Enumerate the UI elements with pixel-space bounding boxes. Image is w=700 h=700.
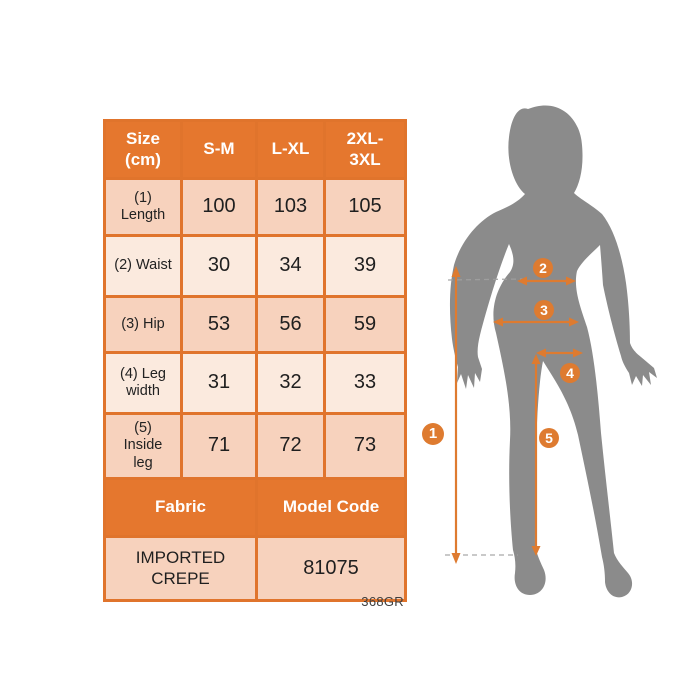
waist-s-m: 30	[180, 234, 258, 298]
length-2xl-3xl: 105	[323, 177, 407, 237]
row-leg-width-label: (4) Leg width	[103, 351, 183, 415]
row-hip-label: (3) Hip	[103, 295, 183, 354]
row-waist-label: (2) Waist	[103, 234, 183, 298]
fabric-header: Fabric	[103, 477, 258, 538]
inside-leg-2xl-3xl: 73	[323, 412, 407, 480]
fabric-value: IMPORTED CREPE	[103, 535, 258, 602]
hip-s-m: 53	[180, 295, 258, 354]
measure-arrow-5-inside-leg	[531, 354, 541, 556]
measure-arrow-4-leg-width	[536, 348, 583, 358]
col-header-size-cm: Size (cm)	[103, 119, 183, 180]
measure-badge-4: 4	[560, 363, 580, 383]
measure-badge-2: 2	[533, 258, 553, 278]
inside-leg-s-m: 71	[180, 412, 258, 480]
inside-leg-l-xl: 72	[255, 412, 326, 480]
waist-l-xl: 34	[255, 234, 326, 298]
row-hip: (3) Hip 53 56 59	[103, 295, 407, 354]
leg-width-2xl-3xl: 33	[323, 351, 407, 415]
row-waist: (2) Waist 30 34 39	[103, 234, 407, 298]
body-measurement-figure	[445, 105, 657, 598]
leg-width-s-m: 31	[180, 351, 258, 415]
col-header-s-m: S-M	[180, 119, 258, 180]
waist-guide-dashed-line	[447, 278, 524, 281]
size-chart-table: Size (cm) S-M L-XL 2XL- 3XL (1) Length 1…	[103, 119, 407, 602]
waist-2xl-3xl: 39	[323, 234, 407, 298]
measure-badge-3: 3	[534, 300, 554, 320]
leg-width-l-xl: 32	[255, 351, 326, 415]
model-code-value: 81075	[255, 535, 407, 602]
product-code-note: 368GR	[361, 594, 404, 609]
measure-arrow-1-length	[451, 266, 461, 564]
hip-2xl-3xl: 59	[323, 295, 407, 354]
model-code-header: Model Code	[255, 477, 407, 538]
measure-arrow-3-hip	[493, 317, 579, 327]
row-inside-leg: (5) Inside leg 71 72 73	[103, 412, 407, 480]
col-header-l-xl: L-XL	[255, 119, 326, 180]
row-inside-leg-label: (5) Inside leg	[103, 412, 183, 480]
header-row: Size (cm) S-M L-XL 2XL- 3XL	[103, 119, 407, 180]
footer-value-row: IMPORTED CREPE 81075	[103, 535, 407, 602]
hip-l-xl: 56	[255, 295, 326, 354]
measure-arrow-2-waist	[517, 276, 576, 286]
length-s-m: 100	[180, 177, 258, 237]
woman-silhouette	[449, 105, 657, 598]
row-length-label: (1) Length	[103, 177, 183, 237]
length-l-xl: 103	[255, 177, 326, 237]
col-header-2xl-3xl: 2XL- 3XL	[323, 119, 407, 180]
measure-badge-5: 5	[539, 428, 559, 448]
measure-badge-1: 1	[422, 423, 444, 445]
row-leg-width: (4) Leg width 31 32 33	[103, 351, 407, 415]
footer-header-row: Fabric Model Code	[103, 477, 407, 538]
row-length: (1) Length 100 103 105	[103, 177, 407, 237]
